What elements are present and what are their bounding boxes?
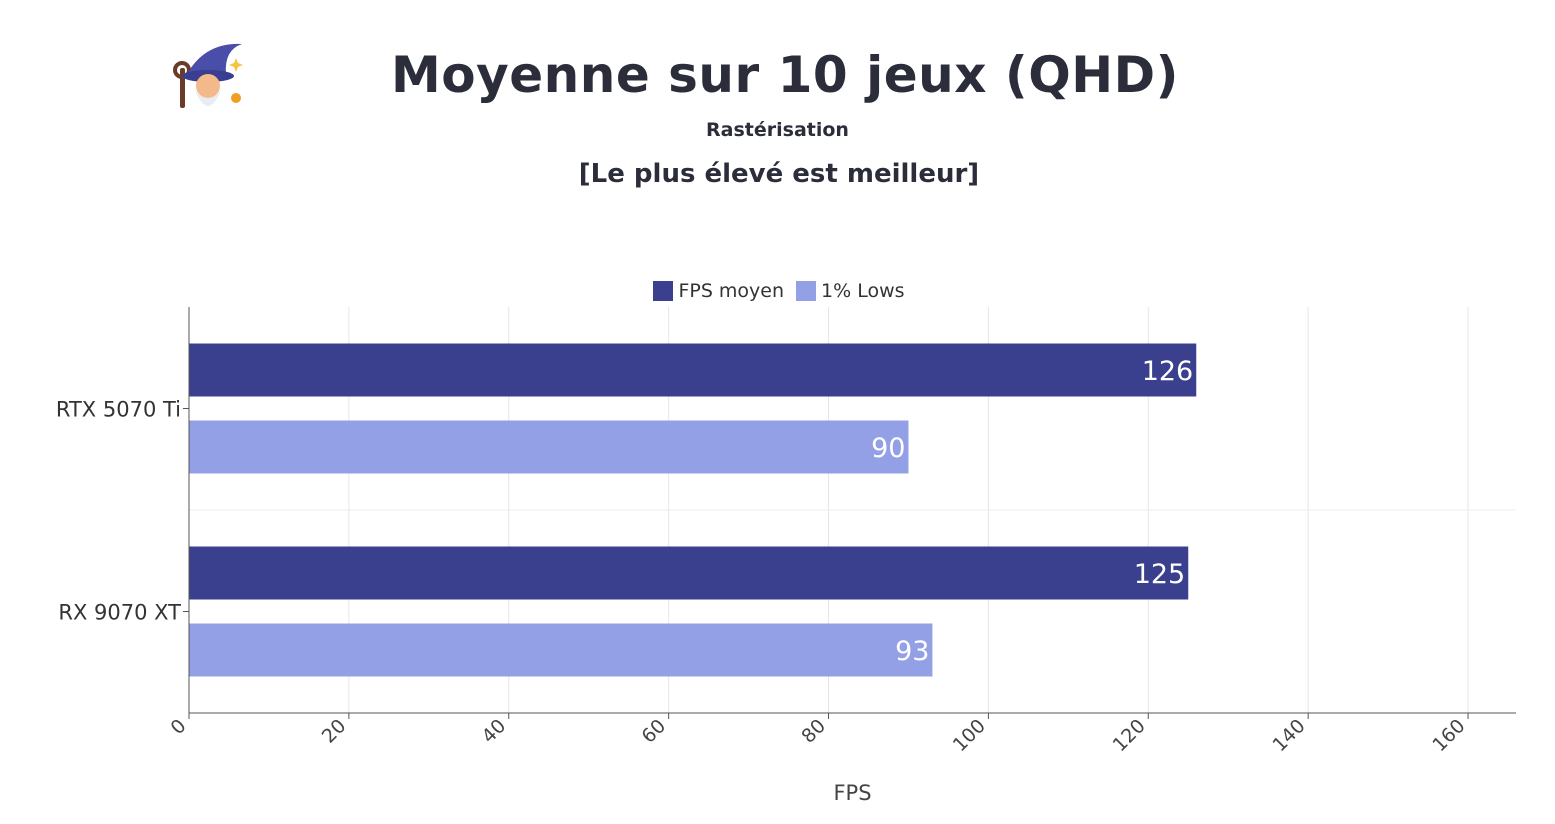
legend-item-1-lows[interactable]: 1% Lows [796, 280, 905, 302]
bar-value-label: 90 [871, 433, 905, 464]
chart-note: [Le plus élevé est meilleur] [578, 159, 980, 189]
category-label: RTX 5070 Ti [56, 398, 181, 422]
x-tick-label: 140 [1268, 715, 1309, 756]
bar-value-label: 125 [1134, 559, 1186, 590]
x-tick-label: 120 [1109, 715, 1150, 756]
bar-value-label: 93 [895, 636, 929, 667]
legend-label-1-lows: 1% Lows [821, 280, 905, 302]
legend-item-fps-moyen[interactable]: FPS moyen [653, 280, 784, 302]
legend-swatch-fps-moyen [653, 281, 674, 301]
x-tick-label: 160 [1428, 715, 1469, 756]
legend-label-fps-moyen: FPS moyen [678, 280, 785, 302]
x-axis-title: FPS [833, 781, 871, 805]
bar-value-label: 126 [1142, 356, 1194, 387]
bar [189, 623, 933, 677]
legend-swatch-1-lows [796, 281, 817, 301]
x-tick-label: 40 [478, 715, 511, 748]
x-tick-label: 100 [949, 715, 990, 756]
bar [189, 343, 1197, 397]
category-label: RX 9070 XT [58, 601, 181, 625]
bar [189, 420, 909, 474]
legend: FPS moyen 1% Lows [0, 280, 1555, 302]
wizard-icon [164, 38, 254, 118]
chart-title: Moyenne sur 10 jeux (QHD) [391, 46, 1179, 104]
x-tick-label: 60 [638, 715, 671, 748]
x-tick-label: 20 [318, 715, 351, 748]
bar [189, 546, 1189, 600]
chart-subtitle: Rastérisation [706, 119, 849, 141]
x-tick-label: 0 [166, 715, 190, 739]
x-tick-label: 80 [797, 715, 830, 748]
